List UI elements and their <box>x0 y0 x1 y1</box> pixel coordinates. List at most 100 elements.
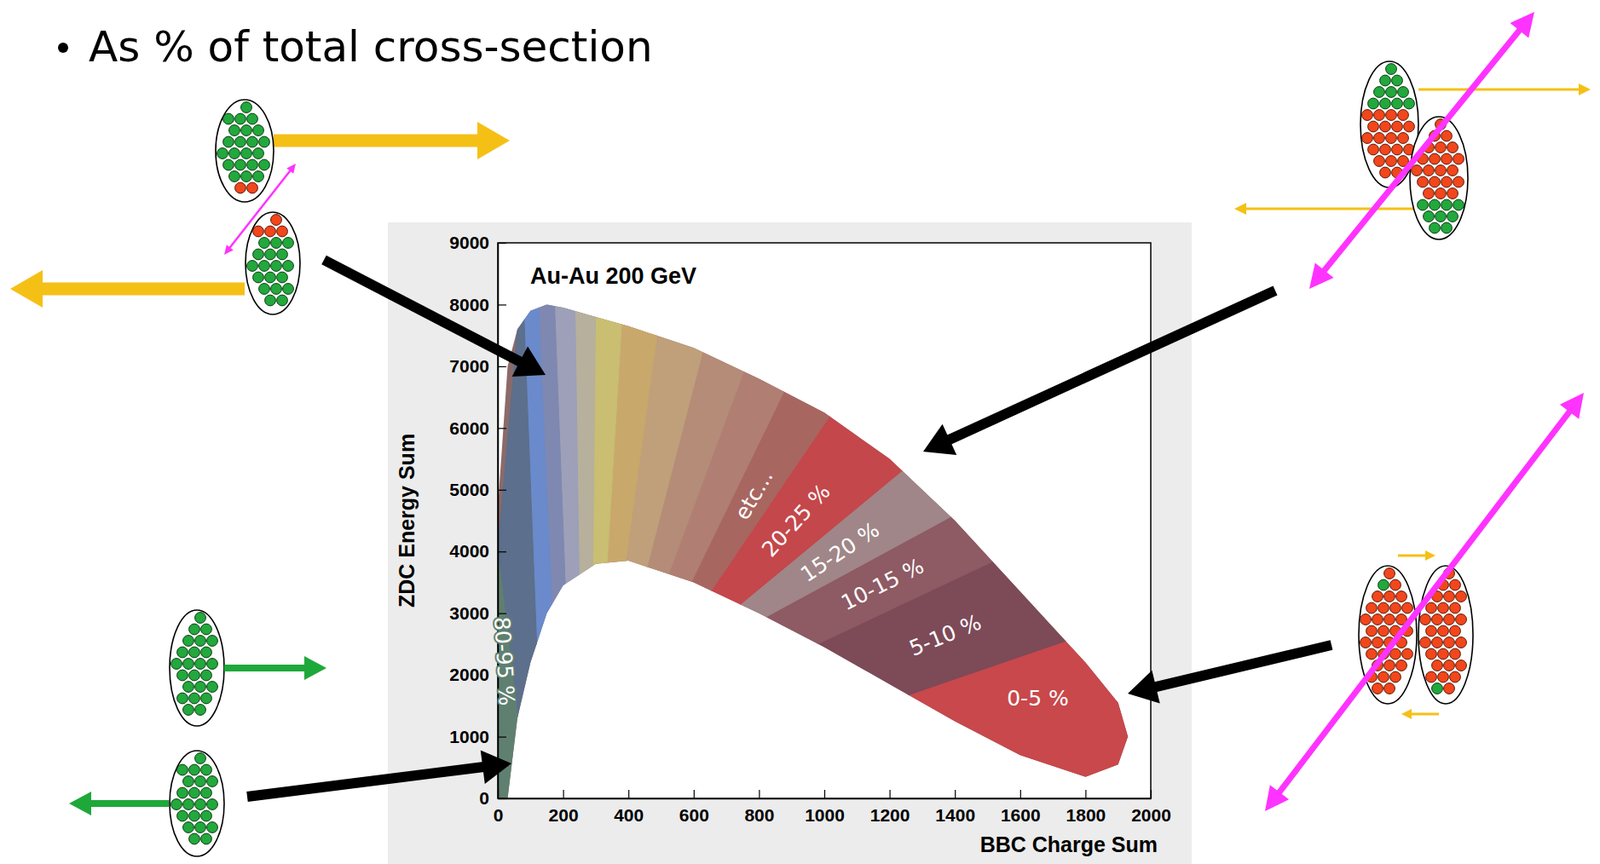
nucleon <box>177 693 189 705</box>
plot-marks <box>497 273 1151 799</box>
nucleon <box>1447 211 1459 223</box>
nucleon <box>1444 614 1456 626</box>
nucleon <box>1360 614 1372 626</box>
nucleon <box>201 646 213 659</box>
nucleon <box>223 113 235 125</box>
nucleon <box>1444 660 1456 672</box>
nucleon <box>183 658 195 671</box>
arrow-shaft <box>1245 207 1424 211</box>
class-label: 80-95 % <box>489 616 520 707</box>
nucleon <box>1432 683 1444 695</box>
class-label: 0-5 % <box>1006 686 1069 711</box>
nucleus <box>169 750 225 857</box>
nucleon <box>195 822 207 834</box>
nucleus-outline <box>1358 566 1417 705</box>
nucleon <box>1435 142 1447 154</box>
nucleus <box>1418 566 1473 705</box>
tick-label: 0 <box>479 788 490 809</box>
nucleon <box>177 810 189 822</box>
arrow-shaft <box>947 290 1276 441</box>
nucleon <box>247 113 259 125</box>
nucleus-outline <box>169 750 225 857</box>
nucleon <box>1449 648 1462 660</box>
nucleon <box>1386 63 1398 76</box>
tick: 200 <box>548 790 579 826</box>
tick: 5000 <box>449 479 507 500</box>
nucleon <box>1386 155 1398 168</box>
nucleon <box>283 260 295 272</box>
nucleon <box>189 670 201 682</box>
nucleon <box>177 787 189 799</box>
nucleon <box>253 148 265 160</box>
tick-label: 1000 <box>449 727 490 747</box>
nucleon <box>171 799 183 811</box>
nucleon <box>1378 671 1390 683</box>
nucleon <box>1392 144 1404 156</box>
arrow <box>1397 550 1436 561</box>
nucleon <box>241 125 253 137</box>
arrow <box>1401 709 1439 720</box>
tick-mark <box>562 790 564 799</box>
nucleon <box>1455 614 1468 626</box>
nucleus <box>169 610 225 727</box>
nucleon <box>195 681 207 694</box>
nucleon <box>195 658 207 671</box>
nucleon <box>1423 188 1435 200</box>
nucleon <box>1426 648 1438 660</box>
nucleon <box>271 214 283 226</box>
nucleon <box>189 787 201 799</box>
arrow-head <box>923 424 957 456</box>
nucleon <box>183 635 195 647</box>
nucleon <box>1455 591 1468 603</box>
nucleon <box>259 237 271 249</box>
nucleon <box>195 635 207 647</box>
nucleon <box>1372 591 1384 603</box>
nucleon <box>1426 671 1438 683</box>
nucleus-outline <box>215 99 274 203</box>
arrow-head <box>1401 709 1412 720</box>
tick-mark <box>497 427 507 429</box>
arrow-shaft <box>88 800 169 808</box>
nucleon <box>247 136 259 148</box>
nucleon <box>1390 579 1402 591</box>
nucleon <box>1368 144 1380 156</box>
nucleon <box>1396 591 1408 603</box>
arrow-shaft <box>323 259 523 364</box>
arrow-shaft <box>1153 645 1332 688</box>
tick: 6000 <box>449 418 507 439</box>
nucleon <box>1380 121 1392 133</box>
tick-mark <box>954 790 956 799</box>
tick-mark <box>497 798 507 800</box>
tick: 9000 <box>449 232 507 253</box>
tick: 1600 <box>1000 790 1041 826</box>
tick-mark <box>497 490 507 491</box>
nucleon <box>1368 121 1380 133</box>
nucleus-outline <box>245 212 301 315</box>
y-axis: 0100020003000400050006000700080009000 <box>449 232 507 809</box>
nucleon <box>195 612 207 624</box>
arrow-head <box>1264 785 1289 812</box>
tick-label: 9000 <box>449 232 490 253</box>
tick-label: 600 <box>679 805 710 826</box>
nucleon <box>253 248 265 260</box>
tick-label: 0 <box>493 805 504 826</box>
nucleon <box>1366 648 1378 660</box>
nucleon <box>1403 98 1416 110</box>
nucleon <box>1441 130 1453 142</box>
nucleon <box>1374 86 1386 99</box>
nucleon <box>195 704 207 717</box>
nucleon <box>1453 153 1465 165</box>
nucleon <box>1368 98 1380 110</box>
tick-mark <box>497 736 507 738</box>
nucleon <box>207 635 219 647</box>
nucleon <box>207 681 219 694</box>
tick: 1200 <box>870 790 911 826</box>
nucleon <box>177 646 189 659</box>
nucleon <box>1420 637 1432 649</box>
nucleon <box>1384 683 1396 695</box>
arrow <box>273 121 510 160</box>
nucleon <box>1390 648 1402 660</box>
nucleon <box>1374 132 1386 145</box>
tick: 800 <box>744 790 775 826</box>
nucleon <box>1366 625 1378 637</box>
